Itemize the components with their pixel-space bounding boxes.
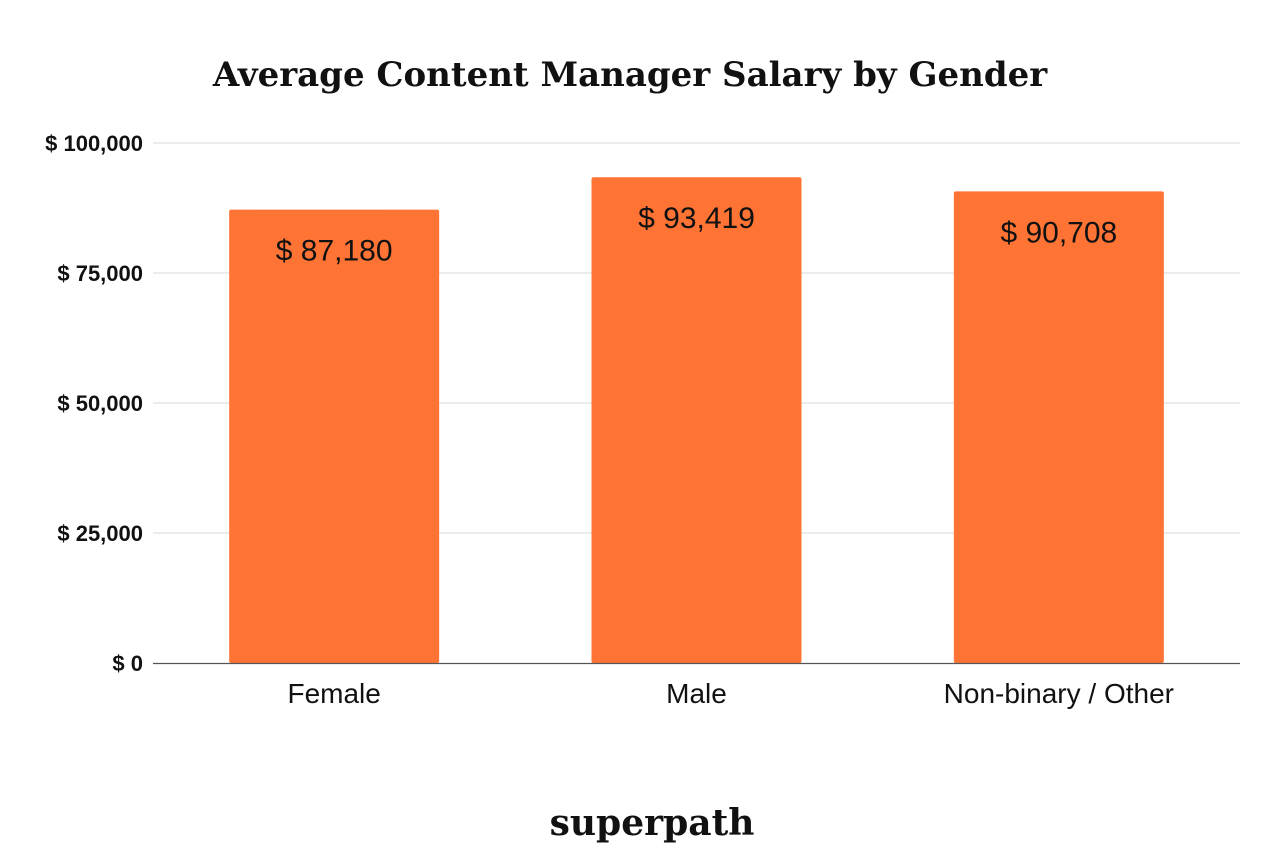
y-tick-label: $ 100,000	[45, 131, 143, 156]
y-tick-label: $ 75,000	[57, 261, 143, 286]
chart-title: Average Content Manager Salary by Gender	[212, 55, 1048, 95]
x-axis-ticks: Female Male Non-binary / Other	[287, 678, 1174, 709]
bars: $ 87,180 $ 93,419 $ 90,708	[229, 177, 1164, 664]
bar-male	[591, 177, 802, 664]
y-tick-label: $ 25,000	[57, 521, 143, 546]
y-axis-ticks: $ 0 $ 25,000 $ 50,000 $ 75,000 $ 100,000	[45, 131, 143, 676]
x-tick-label: Male	[666, 678, 727, 709]
y-tick-label: $ 0	[112, 651, 143, 676]
x-tick-label: Female	[287, 678, 380, 709]
bar-non-binary-other	[953, 191, 1164, 663]
bar-female	[229, 209, 440, 663]
y-tick-label: $ 50,000	[57, 391, 143, 416]
data-label: $ 93,419	[638, 202, 755, 235]
data-label: $ 87,180	[276, 235, 393, 268]
x-tick-label: Non-binary / Other	[944, 678, 1174, 709]
data-label: $ 90,708	[1000, 216, 1117, 249]
brand-logo-text: superpath	[550, 802, 755, 844]
